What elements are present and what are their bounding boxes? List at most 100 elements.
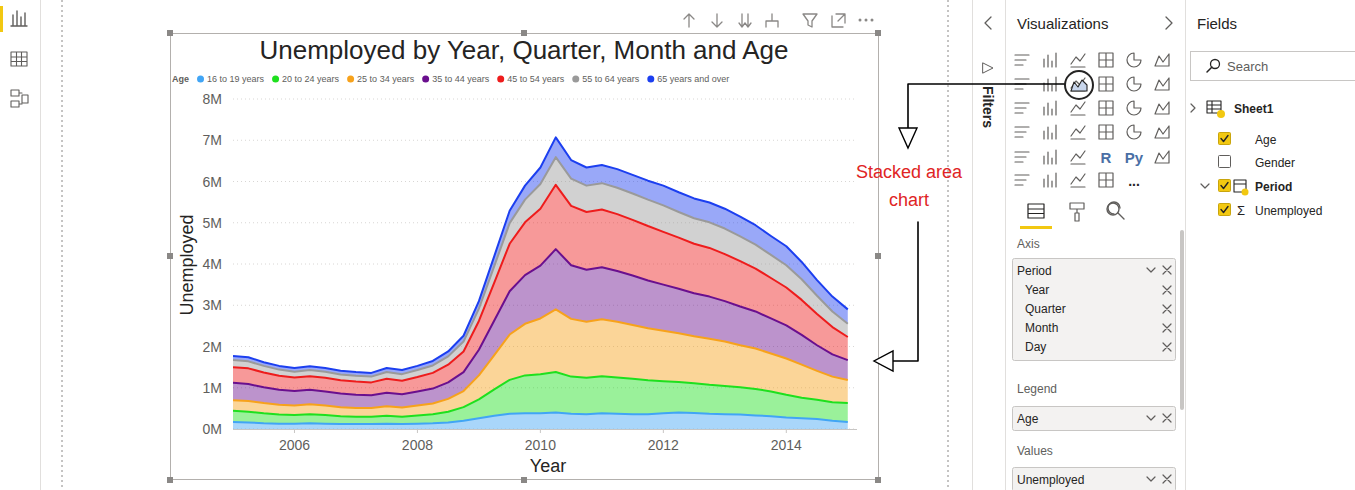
area-lines	[233, 137, 848, 424]
field-name[interactable]: Gender	[1255, 156, 1295, 170]
more-icon[interactable]	[859, 19, 862, 22]
well-subfield[interactable]: Day	[1025, 340, 1046, 354]
visual-icon[interactable]	[1071, 126, 1085, 139]
checkbox[interactable]	[1219, 133, 1231, 145]
search-placeholder[interactable]: Search	[1227, 59, 1268, 74]
resize-handle[interactable]	[875, 477, 881, 483]
visual-icon[interactable]	[1071, 102, 1085, 115]
more-icon[interactable]	[865, 19, 868, 22]
resize-handle[interactable]	[521, 477, 527, 483]
expand-icon[interactable]	[739, 14, 751, 27]
visual-icon-label[interactable]: Py	[1125, 149, 1144, 166]
format-tab-icon[interactable]	[1070, 203, 1084, 221]
visual-icon[interactable]	[1155, 54, 1169, 66]
field-name[interactable]: Age	[1255, 133, 1277, 147]
visual-icon[interactable]	[1155, 126, 1169, 138]
filters-label[interactable]: Filters	[980, 86, 996, 128]
analytics-tab-ring[interactable]	[1107, 203, 1119, 215]
visual-icon[interactable]	[1071, 54, 1085, 67]
well-field[interactable]: Unemployed	[1017, 473, 1084, 487]
model-icon[interactable]	[11, 90, 28, 107]
remove-icon[interactable]	[1163, 324, 1171, 332]
area-line	[233, 185, 848, 383]
visual-icon[interactable]	[1099, 77, 1113, 91]
remove-icon[interactable]	[1163, 475, 1171, 483]
x-axis-title: Year	[530, 456, 566, 476]
field-name[interactable]: Unemployed	[1255, 204, 1322, 218]
visual-icon[interactable]	[1044, 101, 1056, 115]
chevron-icon[interactable]	[1147, 268, 1155, 272]
checkbox[interactable]	[1219, 156, 1231, 168]
focus-icon[interactable]	[832, 14, 845, 27]
resize-handle[interactable]	[167, 477, 173, 483]
resize-handle[interactable]	[875, 253, 881, 259]
well-subfield[interactable]: Month	[1025, 321, 1058, 335]
checkbox[interactable]	[1219, 180, 1231, 192]
visual-icon[interactable]	[1015, 55, 1029, 65]
chevron-icon[interactable]	[1147, 416, 1155, 420]
well-subfield[interactable]: Year	[1025, 283, 1049, 297]
filters-icon[interactable]	[983, 63, 993, 73]
remove-icon[interactable]	[1163, 266, 1171, 274]
well-subfield[interactable]: Quarter	[1025, 302, 1066, 316]
y-tick-label: 2M	[203, 339, 222, 355]
data-icon[interactable]	[11, 52, 27, 66]
visual-icon[interactable]	[1044, 150, 1056, 164]
visual-icon[interactable]	[1155, 102, 1169, 114]
expand-pane-icon[interactable]	[1166, 17, 1172, 29]
table-name[interactable]: Sheet1	[1234, 102, 1274, 116]
filter-icon[interactable]	[803, 14, 817, 27]
visual-icon-label[interactable]: R	[1101, 149, 1112, 166]
visual-icon[interactable]	[1044, 173, 1056, 187]
scrollbar[interactable]	[1180, 230, 1184, 410]
tree-chevron[interactable]	[1201, 184, 1209, 188]
expand-all-icon[interactable]	[766, 14, 778, 27]
search-box[interactable]	[1191, 52, 1355, 81]
drill-up-icon[interactable]	[684, 14, 694, 27]
visual-icon[interactable]	[1127, 101, 1141, 115]
remove-icon[interactable]	[1163, 286, 1171, 294]
visual-icon[interactable]	[1155, 151, 1169, 163]
visual-icon[interactable]	[1071, 151, 1085, 164]
field-well[interactable]	[1013, 407, 1176, 431]
visual-icon[interactable]	[1015, 103, 1029, 113]
stacked-area-icon[interactable]	[1071, 80, 1087, 91]
resize-handle[interactable]	[167, 253, 173, 259]
visual-icon[interactable]	[1071, 174, 1085, 187]
chevron-icon[interactable]	[1147, 477, 1155, 481]
drill-down-icon[interactable]	[712, 14, 722, 27]
analytics-tab-icon[interactable]	[1108, 202, 1124, 219]
more-icon[interactable]	[871, 19, 874, 22]
collapse-icon[interactable]	[985, 17, 991, 29]
remove-icon[interactable]	[1163, 414, 1171, 422]
visual-icon-label[interactable]: ...	[1128, 173, 1140, 189]
resize-handle[interactable]	[167, 30, 173, 36]
visual-icon[interactable]	[1099, 173, 1113, 187]
report-icon[interactable]	[11, 11, 27, 26]
x-tick-label: 2006	[279, 437, 310, 453]
visual-icon[interactable]	[1155, 78, 1169, 90]
visual-icon[interactable]	[1099, 53, 1113, 67]
field-name[interactable]: Period	[1255, 180, 1292, 194]
resize-handle[interactable]	[875, 30, 881, 36]
checkbox[interactable]	[1219, 204, 1231, 216]
field-well[interactable]	[1013, 259, 1176, 361]
remove-icon[interactable]	[1163, 305, 1171, 313]
visual-icon[interactable]	[1015, 175, 1029, 185]
visual-icon[interactable]	[1127, 77, 1141, 91]
visual-icon[interactable]	[1099, 101, 1113, 115]
fields-tab-icon[interactable]	[1028, 204, 1044, 218]
tree-chevron[interactable]	[1191, 104, 1195, 112]
visual-icon[interactable]	[1015, 152, 1029, 162]
visual-icon[interactable]	[1044, 53, 1056, 67]
visual-icon[interactable]	[1015, 127, 1029, 137]
well-field[interactable]: Period	[1017, 264, 1052, 278]
visual-icon[interactable]	[1127, 53, 1141, 67]
visual-icon[interactable]	[1099, 125, 1113, 139]
well-field[interactable]: Age	[1017, 412, 1039, 426]
visual-icon[interactable]	[1127, 125, 1141, 139]
visual-icon[interactable]	[1044, 125, 1056, 139]
field-well[interactable]	[1013, 468, 1176, 490]
remove-icon[interactable]	[1163, 343, 1171, 351]
legend-label: 45 to 54 years	[507, 74, 565, 84]
